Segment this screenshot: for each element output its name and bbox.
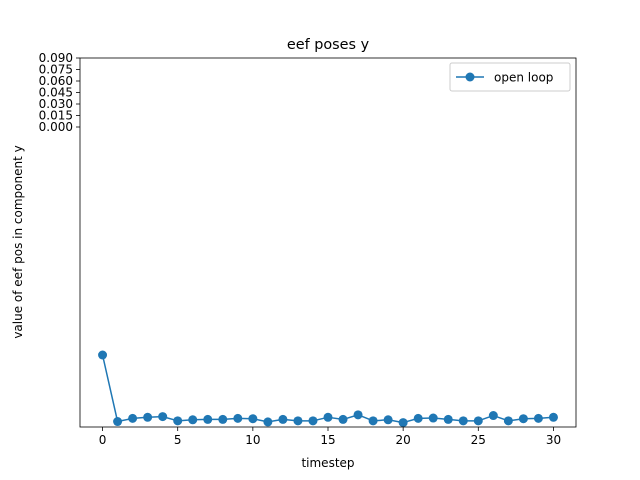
data-point [398, 418, 408, 428]
data-point [128, 413, 138, 423]
data-point [188, 415, 198, 425]
x-tick-label: 0 [99, 433, 107, 447]
data-point [143, 412, 153, 422]
x-axis-ticks: 0 5 10 15 20 25 30 [99, 427, 561, 447]
y-axis-label: value of eef pos in component y [11, 145, 25, 338]
y-tick-label: 0.060 [39, 74, 73, 88]
data-point [353, 410, 363, 420]
x-tick-label: 15 [320, 433, 335, 447]
data-point [173, 416, 183, 426]
y-tick-label: 0.030 [39, 97, 73, 111]
legend-box [449, 62, 571, 92]
plot-area [80, 58, 576, 427]
y-tick-label: 0.090 [39, 51, 73, 65]
data-point [113, 417, 123, 427]
data-point [308, 416, 318, 426]
data-point [428, 413, 438, 423]
x-tick-label: 30 [546, 433, 561, 447]
legend: open loop [449, 62, 571, 92]
data-point [488, 411, 498, 421]
data-point [533, 413, 543, 423]
data-point [548, 412, 558, 422]
x-tick-label: 20 [396, 433, 411, 447]
legend-label: open loop [494, 71, 553, 85]
x-tick-label: 10 [245, 433, 260, 447]
data-point [473, 416, 483, 426]
data-point [293, 416, 303, 426]
x-tick-label: 25 [471, 433, 486, 447]
y-tick-label: 0.015 [39, 109, 73, 123]
data-point [368, 416, 378, 426]
chart-title: eef poses y [287, 37, 370, 53]
data-point [203, 414, 213, 424]
x-tick-label: 5 [174, 433, 182, 447]
data-point [218, 414, 228, 424]
data-point [518, 414, 528, 424]
data-point [158, 412, 168, 422]
data-point [413, 413, 423, 423]
data-point [503, 416, 513, 426]
y-tick-label: 0.075 [39, 63, 73, 77]
data-point [98, 350, 108, 360]
data-point [263, 417, 273, 427]
data-point [338, 414, 348, 424]
data-point [248, 414, 258, 424]
x-axis-label: timestep [301, 456, 354, 470]
data-point [323, 412, 333, 422]
data-point [383, 415, 393, 425]
data-point [278, 414, 288, 424]
data-point [443, 414, 453, 424]
data-point [233, 413, 243, 423]
legend-marker-swatch [465, 72, 475, 82]
data-point [458, 416, 468, 426]
series-layer [98, 350, 558, 428]
y-tick-label: 0.045 [39, 86, 73, 100]
y-tick-label: 0.000 [39, 120, 73, 134]
